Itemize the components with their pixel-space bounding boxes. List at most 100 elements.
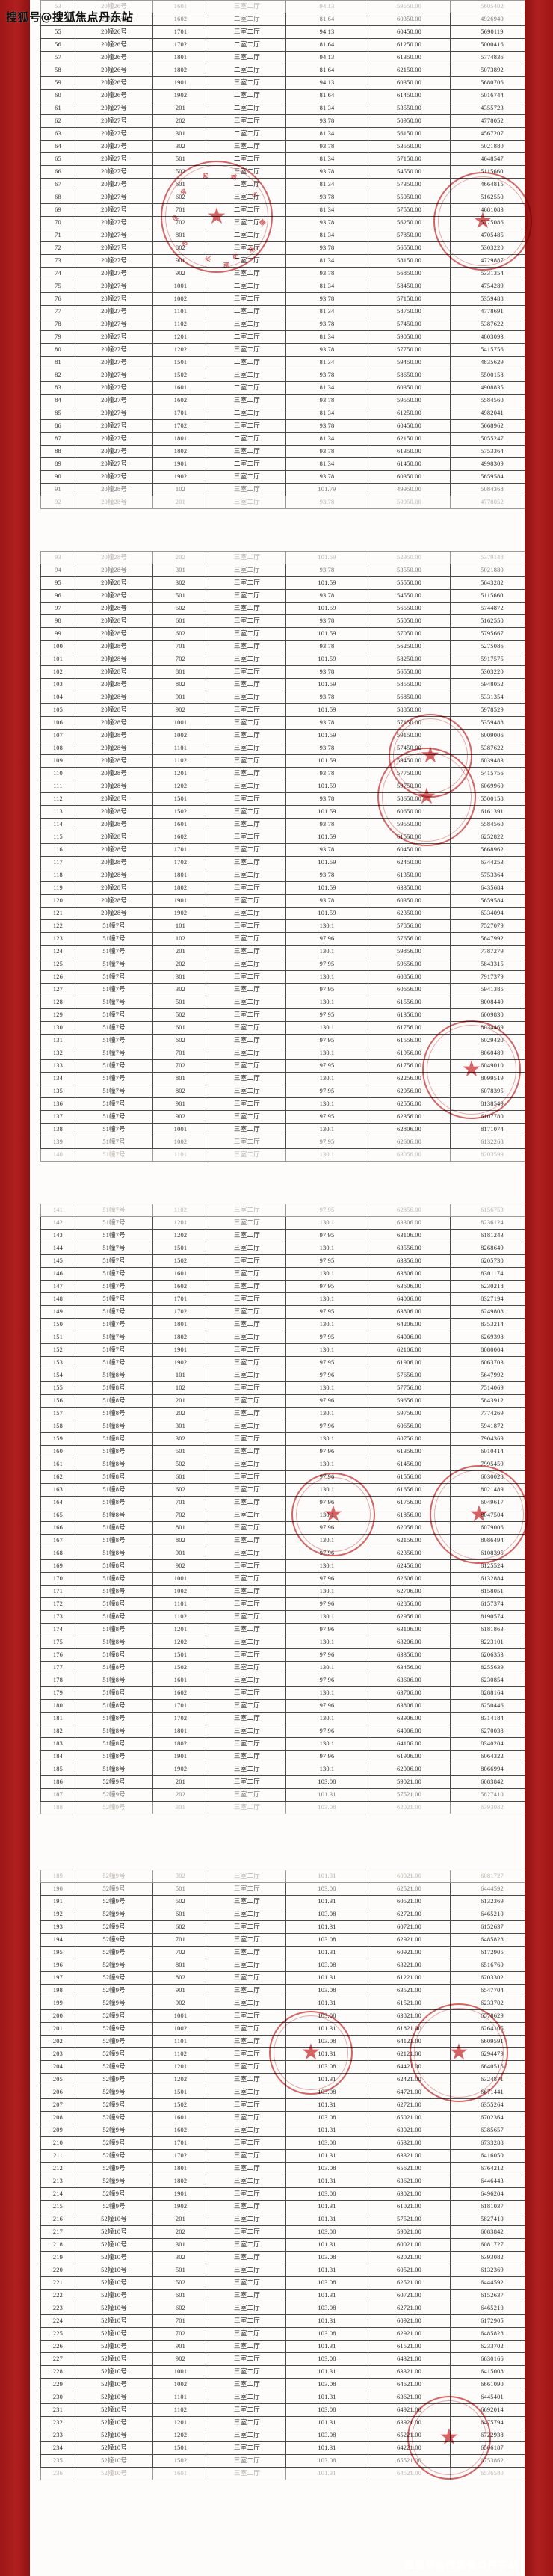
cell-单价: 63456.00 (368, 1661, 451, 1674)
cell-序号: 75 (40, 280, 75, 293)
cell-序号: 99 (40, 627, 75, 641)
cell-户型: 三室二厅 (208, 665, 286, 679)
cell-户型: 三室二厅 (208, 2225, 286, 2239)
cell-幢号: 52幢9号 (75, 1882, 153, 1896)
cell-户型: 三室二厅 (208, 2340, 286, 2353)
cell-建筑面积: 101.31 (285, 2213, 368, 2226)
cell-户型: 三室二厅 (208, 1381, 286, 1395)
cell-单价: 59756.00 (368, 1407, 451, 1420)
table-row: 99 20幢28号 602 三室二厅 101.59 57050.00 5795667 (40, 627, 534, 641)
cell-单价: 61821.00 (368, 2022, 451, 2036)
table-row: 184 51幢8号 1901 三室二厅 97.96 61906.00 6064322 (40, 1750, 534, 1763)
cell-序号: 109 (40, 754, 75, 768)
cell-单价: 60521.00 (368, 1895, 451, 1908)
cell-总价: 6465210 (450, 1908, 534, 1921)
cell-房号: 1902 (152, 2200, 208, 2213)
cell-幢号: 51幢7号 (75, 958, 153, 971)
cell-建筑面积: 93.78 (285, 614, 368, 628)
cell-单价: 64721.00 (368, 2086, 451, 2099)
cell-户型: 三室二厅 (208, 1788, 286, 1802)
cell-房号: 1202 (152, 343, 208, 357)
cell-单价: 64421.00 (368, 2060, 451, 2074)
cell-幢号: 20幢28号 (75, 818, 153, 831)
cell-户型: 三室二厅 (208, 267, 286, 280)
cell-序号: 74 (40, 267, 75, 280)
cell-户型: 三室二厅 (208, 369, 286, 382)
cell-总价: 8288164 (450, 1686, 534, 1700)
cell-总价: 5016744 (450, 89, 534, 102)
cell-幢号: 51幢8号 (75, 1534, 153, 1547)
cell-建筑面积: 97.96 (285, 1597, 368, 1611)
cell-幢号: 52幢10号 (75, 2378, 153, 2391)
cell-房号: 1501 (152, 792, 208, 806)
cell-幢号: 51幢8号 (75, 1763, 153, 1776)
cell-总价: 6152637 (450, 2289, 534, 2302)
table-row: 76 20幢27号 1002 三室二厅 93.78 57150.00 5359488 (40, 292, 534, 306)
cell-房号: 902 (152, 1997, 208, 2010)
cell-建筑面积: 101.31 (285, 2175, 368, 2188)
cell-总价: 8099519 (450, 1072, 534, 1085)
cell-总价: 6030028 (450, 1470, 534, 1484)
cell-序号: 114 (40, 818, 75, 831)
table-row: 67 20幢27号 601 二室二厅 81.34 57350.00 4664815 (40, 178, 534, 191)
cell-序号: 226 (40, 2340, 75, 2353)
cell-总价: 6010414 (450, 1445, 534, 1458)
cell-单价: 63556.00 (368, 1242, 451, 1255)
cell-建筑面积: 130.1 (285, 1483, 368, 1497)
cell-建筑面积: 103.08 (285, 2251, 368, 2264)
cell-房号: 901 (152, 691, 208, 704)
cell-序号: 200 (40, 2009, 75, 2023)
table-row: 72 20幢27号 802 三室二厅 93.78 56550.00 5303220 (40, 241, 534, 255)
cell-户型: 三室二厅 (208, 576, 286, 590)
cell-房号: 601 (152, 1908, 208, 1921)
cell-序号: 136 (40, 1097, 75, 1111)
cell-户型: 三室二厅 (208, 614, 286, 628)
cell-序号: 220 (40, 2264, 75, 2277)
cell-户型: 三室二厅 (208, 996, 286, 1009)
cell-单价: 60021.00 (368, 1870, 451, 1883)
cell-户型: 三室二厅 (208, 869, 286, 882)
cell-房号: 201 (152, 945, 208, 958)
cell-户型: 三室二厅 (208, 2429, 286, 2442)
cell-序号: 92 (40, 496, 75, 509)
cell-房号: 201 (152, 2213, 208, 2226)
cell-总价: 6722938 (450, 2429, 534, 2442)
table-row: 128 51幢7号 501 三室二厅 130.1 61556.00 8008449 (40, 996, 534, 1009)
cell-总价: 6536580 (450, 2467, 534, 2480)
cell-建筑面积: 93.78 (285, 191, 368, 204)
cell-户型: 三室二厅 (208, 1021, 286, 1035)
cell-序号: 141 (40, 1204, 75, 1217)
cell-序号: 179 (40, 1686, 75, 1700)
cell-总价: 6270038 (450, 1725, 534, 1738)
cell-房号: 1101 (152, 1148, 208, 1162)
cell-总价: 5668962 (450, 419, 534, 433)
cell-序号: 172 (40, 1597, 75, 1611)
cell-户型: 三室二厅 (208, 1072, 286, 1085)
cell-建筑面积: 101.31 (285, 1920, 368, 1934)
cell-总价: 5415756 (450, 343, 534, 357)
cell-房号: 501 (152, 1445, 208, 1458)
cell-单价: 61521.00 (368, 1997, 451, 2010)
cell-房号: 202 (152, 958, 208, 971)
cell-幢号: 52幢9号 (75, 2098, 153, 2112)
cell-总价: 6157374 (450, 1597, 534, 1611)
cell-序号: 97 (40, 602, 75, 615)
cell-户型: 三室二厅 (208, 1572, 286, 1586)
cell-单价: 64006.00 (368, 1292, 451, 1306)
cell-单价: 52950.00 (368, 551, 451, 564)
table-row: 169 51幢8号 902 三室二厅 130.1 62456.00 8125524 (40, 1559, 534, 1573)
cell-幢号: 20幢26号 (75, 38, 153, 52)
cell-房号: 801 (152, 665, 208, 679)
cell-总价: 5000416 (450, 38, 534, 52)
cell-房号: 1102 (152, 1610, 208, 1624)
cell-单价: 62256.00 (368, 1072, 451, 1085)
cell-序号: 67 (40, 178, 75, 191)
cell-幢号: 20幢27号 (75, 191, 153, 204)
cell-建筑面积: 101.31 (285, 2022, 368, 2036)
cell-房号: 602 (152, 1920, 208, 1934)
cell-建筑面积: 101.59 (285, 703, 368, 717)
cell-房号: 202 (152, 1788, 208, 1802)
cell-单价: 61756.00 (368, 1021, 451, 1035)
sheet-body: 53 20幢26号 1601 三室二厅 94.13 59550.00 5605402 54 20… (30, 0, 534, 2480)
cell-房号: 1501 (152, 356, 208, 369)
